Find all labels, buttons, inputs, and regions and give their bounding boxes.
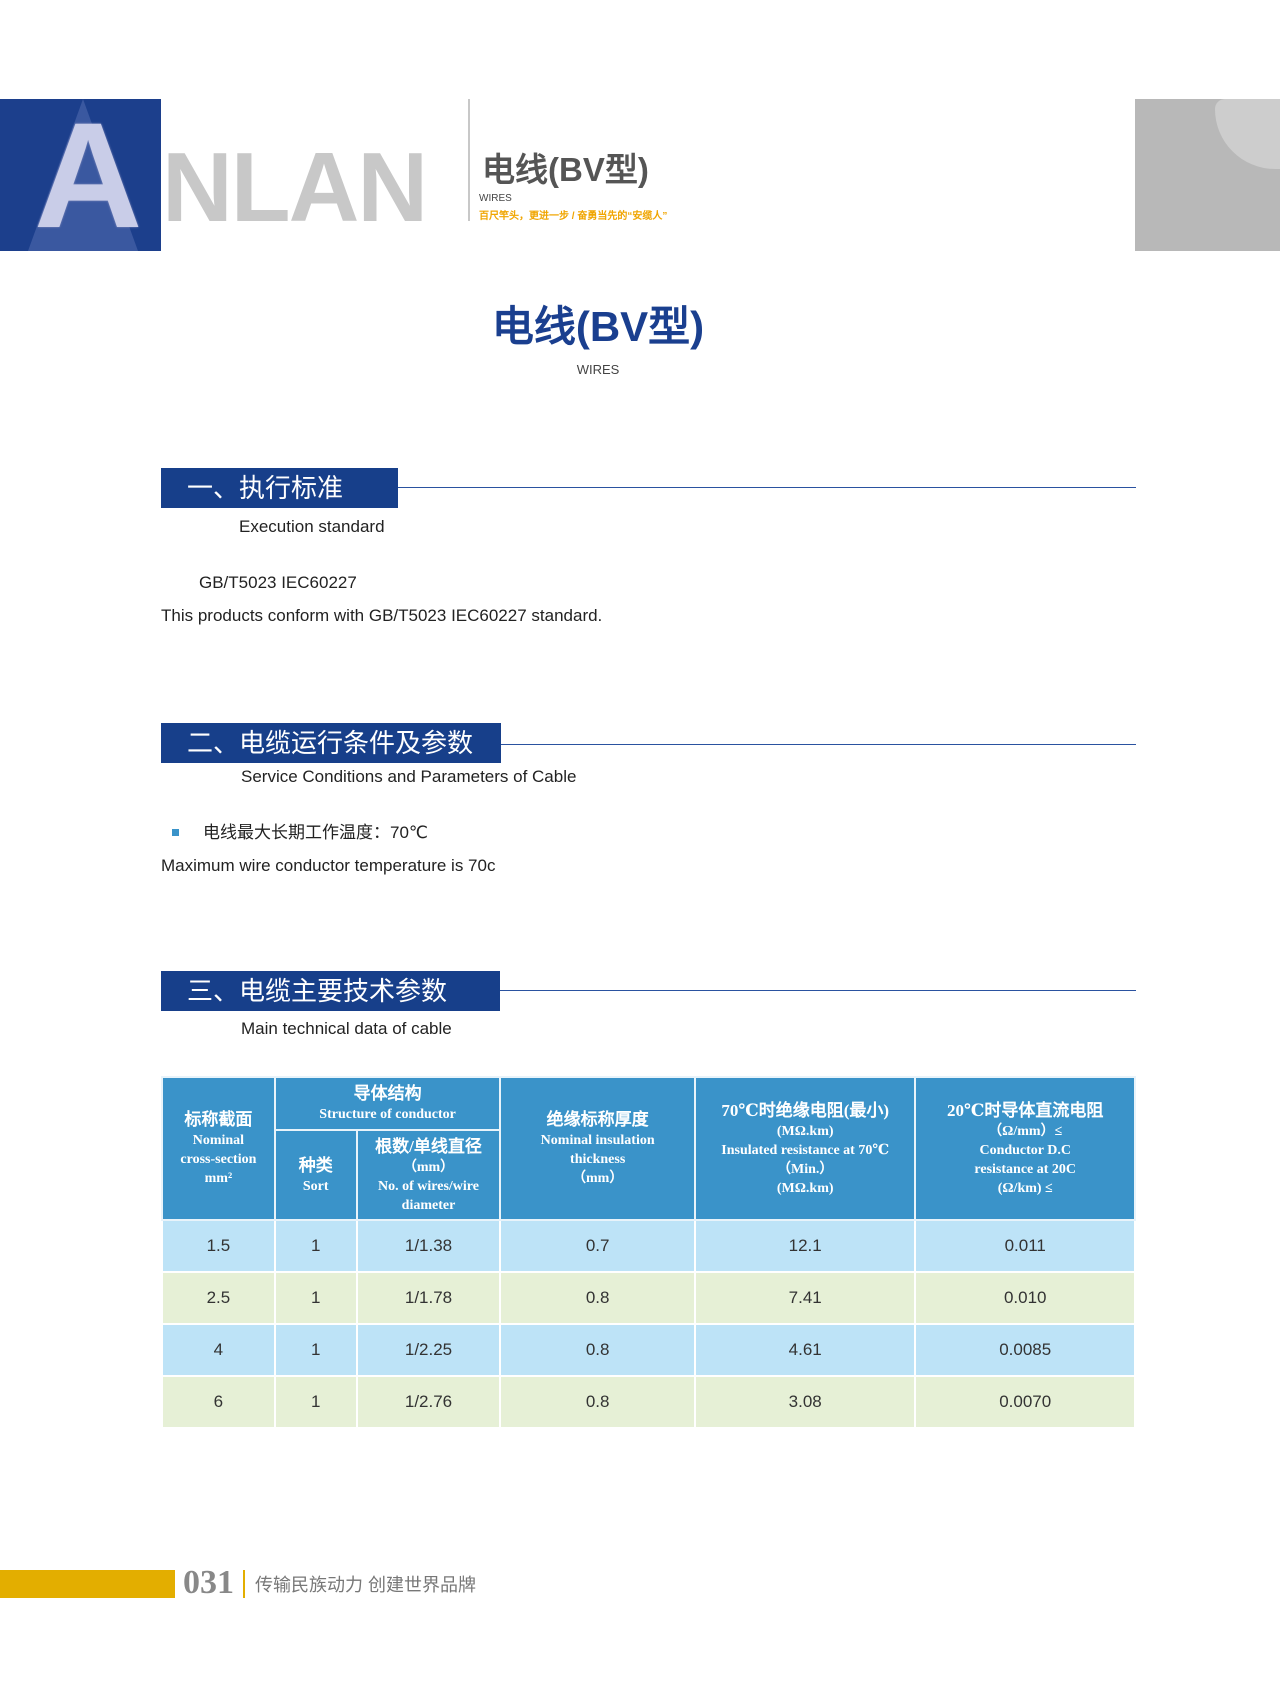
table-row: 4 1 1/2.25 0.8 4.61 0.0085 bbox=[161, 1323, 1136, 1377]
footer-divider bbox=[243, 1570, 245, 1598]
table-cell: 0.8 bbox=[499, 1323, 696, 1377]
table-cell: 1/2.25 bbox=[355, 1323, 502, 1377]
header-cross-section: 标称截面 Nominal cross-section mm² bbox=[161, 1076, 276, 1221]
table-cell: 2.5 bbox=[161, 1271, 276, 1325]
standard-description: This products conform with GB/T5023 IEC6… bbox=[161, 606, 603, 625]
table-cell: 0.8 bbox=[499, 1375, 696, 1429]
map-image bbox=[1135, 99, 1280, 251]
table-body: 1.5 1 1/1.38 0.7 12.1 0.011 2.5 1 1/1.78 0.8 7.41 0… bbox=[161, 1219, 1136, 1429]
header-structure: 导体结构 Structure of conductor bbox=[273, 1076, 502, 1131]
table-row: 1.5 1 1/1.38 0.7 12.1 0.011 bbox=[161, 1219, 1136, 1273]
table-cell: 1 bbox=[273, 1375, 358, 1429]
page-subtitle: WIRES bbox=[576, 362, 620, 377]
header-dc-resistance: 20℃时导体直流电阻 （Ω/mm）≤ Conductor D.C resista… bbox=[914, 1076, 1136, 1221]
header-wires: 根数/单线直径 （mm） No. of wires/wire diameter bbox=[355, 1129, 502, 1221]
table-cell: 0.0070 bbox=[914, 1375, 1136, 1429]
header-insulation: 绝缘标称厚度 Nominal insulation thickness （mm） bbox=[499, 1076, 696, 1221]
page-number: 031 bbox=[183, 1564, 234, 1601]
section-heading-technical: 三、电缆主要技术参数 bbox=[161, 971, 500, 1011]
technical-data-table: 标称截面 Nominal cross-section mm² 导体结构 Stru… bbox=[161, 1076, 1136, 1429]
section-heading-service: 二、电缆运行条件及参数 bbox=[161, 723, 501, 763]
page-title: 电线(BV型) bbox=[491, 303, 705, 350]
table-cell: 0.7 bbox=[499, 1219, 696, 1273]
logo-text: NLAN bbox=[162, 132, 428, 242]
standard-codes: GB/T5023 IEC60227 bbox=[199, 573, 357, 592]
section-rule bbox=[398, 487, 1136, 488]
section-subheading: Execution standard bbox=[239, 517, 385, 536]
temperature-zh: 电线最大长期工作温度：70℃ bbox=[203, 823, 429, 842]
table-cell: 1 bbox=[273, 1219, 358, 1273]
table-row: 6 1 1/2.76 0.8 3.08 0.0070 bbox=[161, 1375, 1136, 1429]
header-title: 电线(BV型) bbox=[482, 151, 649, 188]
table-cell: 0.0085 bbox=[914, 1323, 1136, 1377]
header-divider bbox=[468, 99, 470, 221]
bullet-icon bbox=[172, 829, 179, 836]
table-cell: 1/1.38 bbox=[355, 1219, 502, 1273]
table-cell: 1/2.76 bbox=[355, 1375, 502, 1429]
section-subheading: Service Conditions and Parameters of Cab… bbox=[241, 767, 577, 786]
section-rule bbox=[500, 990, 1136, 991]
table-cell: 1 bbox=[273, 1323, 358, 1377]
header-insulated-resistance: 70℃时绝缘电阻(最小) (MΩ.km) Insulated resistanc… bbox=[693, 1076, 917, 1221]
header-slogan: 百尺竿头，更进一步 / 奋勇当先的“安缆人” bbox=[479, 211, 668, 222]
footer-bar bbox=[0, 1570, 175, 1598]
header-subtitle: WIRES bbox=[479, 193, 512, 204]
table-cell: 1.5 bbox=[161, 1219, 276, 1273]
temperature-en: Maximum wire conductor temperature is 70… bbox=[161, 856, 496, 875]
logo-initial: A bbox=[34, 91, 142, 259]
table-cell: 1 bbox=[273, 1271, 358, 1325]
table-cell: 12.1 bbox=[693, 1219, 917, 1273]
map-land bbox=[1215, 99, 1280, 169]
header-sort: 种类 Sort bbox=[273, 1129, 358, 1221]
table-cell: 0.8 bbox=[499, 1271, 696, 1325]
table-cell: 0.010 bbox=[914, 1271, 1136, 1325]
logo-shape bbox=[28, 99, 138, 251]
table-row: 2.5 1 1/1.78 0.8 7.41 0.010 bbox=[161, 1271, 1136, 1325]
footer-slogan: 传输民族动力 创建世界品牌 bbox=[255, 1575, 476, 1595]
section-heading-standard: 一、执行标准 bbox=[161, 468, 398, 508]
table-cell: 6 bbox=[161, 1375, 276, 1429]
section-subheading: Main technical data of cable bbox=[241, 1019, 452, 1038]
table-cell: 4.61 bbox=[693, 1323, 917, 1377]
logo bbox=[0, 99, 161, 251]
table-cell: 0.011 bbox=[914, 1219, 1136, 1273]
table-cell: 7.41 bbox=[693, 1271, 917, 1325]
table-cell: 1/1.78 bbox=[355, 1271, 502, 1325]
table-cell: 3.08 bbox=[693, 1375, 917, 1429]
section-rule bbox=[501, 744, 1136, 745]
table-cell: 4 bbox=[161, 1323, 276, 1377]
